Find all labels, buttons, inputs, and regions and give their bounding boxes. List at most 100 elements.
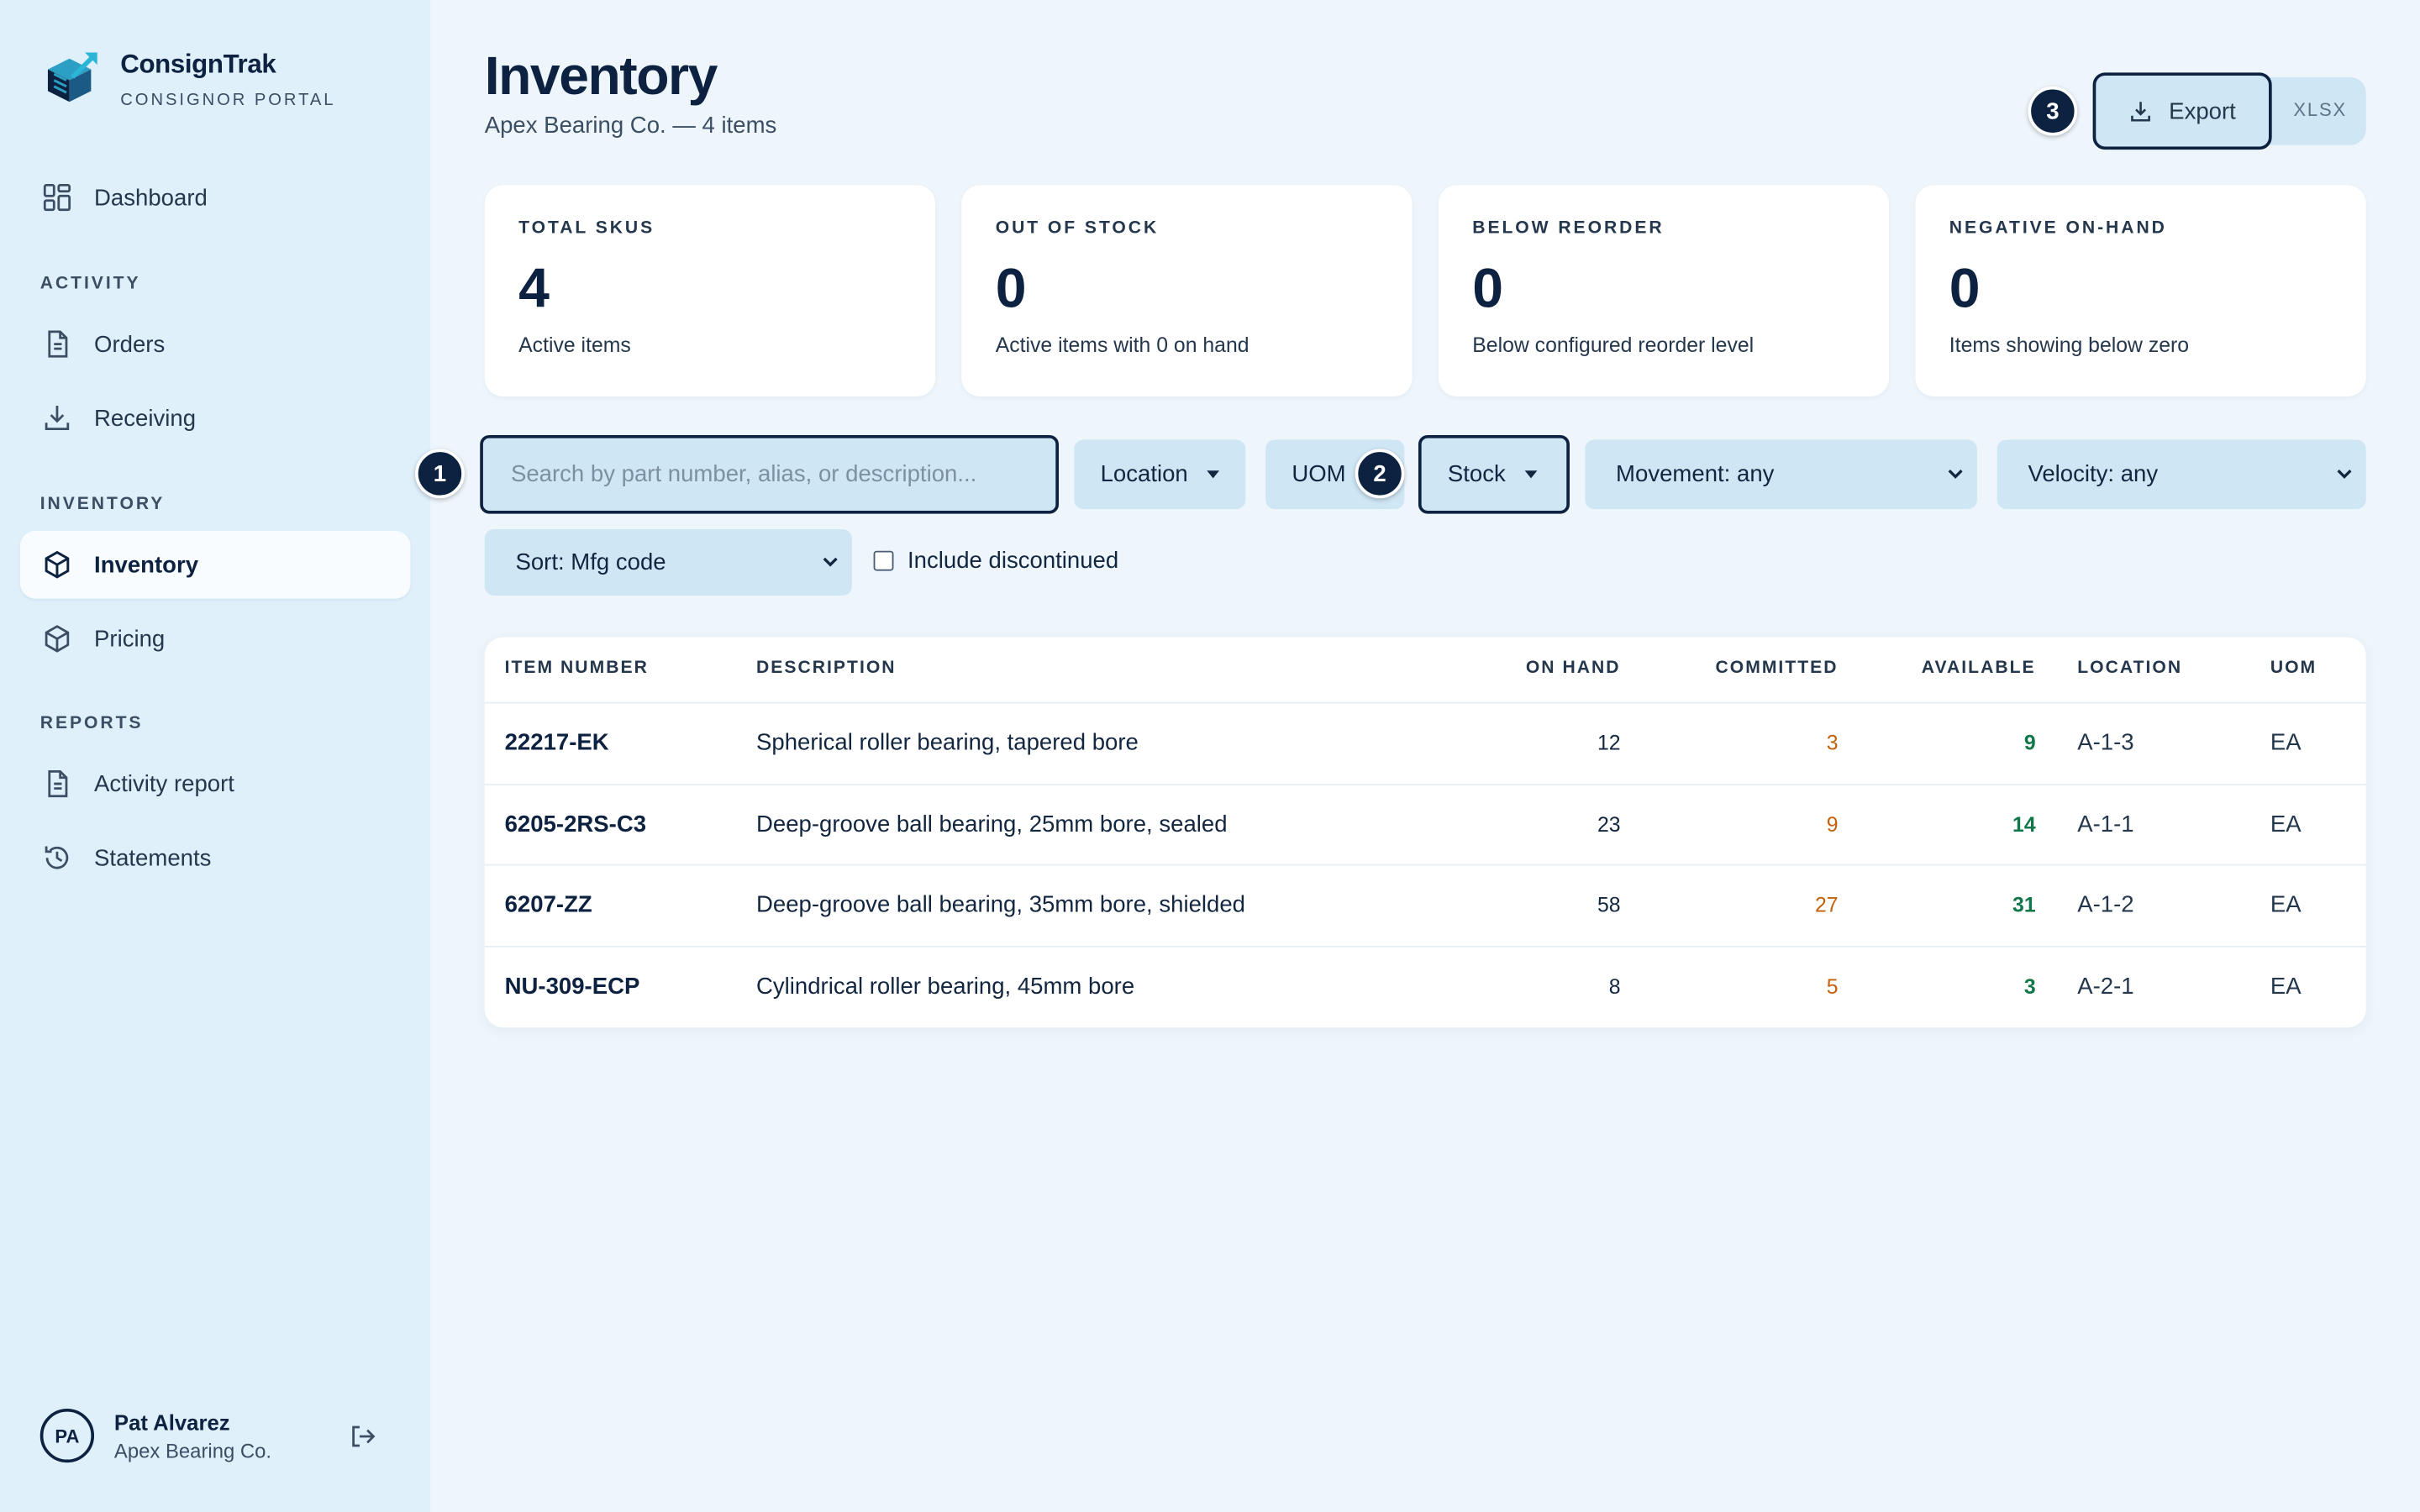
item-number[interactable]: 6207-ZZ	[504, 891, 592, 918]
uom-value: EA	[2270, 973, 2302, 1000]
on-hand-value: 12	[1597, 731, 1621, 755]
brand-subtitle: CONSIGNOR PORTAL	[120, 91, 336, 110]
inventory-table: ITEM NUMBER DESCRIPTION ON HAND COMMITTE…	[484, 637, 2366, 1028]
column-header-available[interactable]: AVAILABLE	[1921, 659, 2036, 678]
caret-down-icon	[1206, 470, 1219, 479]
include-discontinued-label[interactable]: Include discontinued	[908, 548, 1119, 575]
summary-card-negative-on-hand: NEGATIVE ON-HAND 0 Items showing below z…	[1915, 185, 2366, 397]
column-header-item-number[interactable]: ITEM NUMBER	[504, 659, 649, 678]
column-header-committed[interactable]: COMMITTED	[1715, 659, 1839, 678]
sidebar-item-orders[interactable]: Orders	[20, 310, 411, 378]
sidebar-item-receiving[interactable]: Receiving	[20, 384, 411, 452]
location-filter[interactable]: Location	[1074, 439, 1246, 510]
uom-value: EA	[2270, 811, 2302, 837]
summary-card-below-reorder: BELOW REORDER 0 Below configured reorder…	[1438, 185, 1890, 397]
sidebar-item-label: Dashboard	[94, 184, 208, 211]
location-value: A-1-3	[2077, 729, 2134, 757]
summary-card-out-of-stock: OUT OF STOCK 0 Active items with 0 on ha…	[961, 185, 1413, 397]
caret-down-icon	[1523, 470, 1537, 479]
user-org: Apex Bearing Co.	[113, 1438, 272, 1462]
committed-value: 9	[1826, 812, 1839, 836]
on-hand-value: 23	[1597, 812, 1621, 836]
page-title: Inventory	[484, 46, 718, 107]
on-hand-value: 58	[1597, 893, 1621, 917]
item-description: Deep-groove ball bearing, 25mm bore, sea…	[756, 811, 1228, 837]
card-label: NEGATIVE ON-HAND	[1949, 218, 2167, 238]
column-header-description[interactable]: DESCRIPTION	[756, 659, 897, 678]
committed-value: 5	[1826, 974, 1839, 998]
velocity-select[interactable]: Velocity: any	[1996, 439, 2366, 510]
brand[interactable]: ConsignTrak CONSIGNOR PORTAL	[42, 49, 336, 110]
box-icon	[45, 550, 70, 579]
table-row[interactable]: 6205-2RS-C3 Deep-groove ball bearing, 25…	[484, 783, 2366, 864]
search-input[interactable]	[480, 434, 1060, 514]
sidebar-item-label: Orders	[94, 330, 166, 358]
include-discontinued-checkbox[interactable]	[873, 550, 894, 571]
sort-select-value: Sort: Mfg code	[515, 549, 666, 576]
available-value: 3	[2023, 974, 2036, 998]
card-description: Active items	[518, 333, 631, 357]
sidebar: ConsignTrak CONSIGNOR PORTAL Dashboard A…	[0, 0, 431, 1512]
item-number[interactable]: 6205-2RS-C3	[504, 811, 647, 837]
stock-filter[interactable]: Stock	[1418, 434, 1570, 514]
page-subtitle: Apex Bearing Co. — 4 items	[484, 113, 777, 139]
card-label: OUT OF STOCK	[995, 218, 1160, 238]
sort-select[interactable]: Sort: Mfg code	[484, 529, 852, 596]
item-number[interactable]: 22217-EK	[504, 729, 609, 757]
export-format-xlsx[interactable]: XLSX	[2293, 98, 2348, 121]
sidebar-item-activity-report[interactable]: Activity report	[20, 750, 411, 818]
sidebar-item-pricing[interactable]: Pricing	[20, 605, 411, 673]
card-value: 0	[1472, 255, 1504, 320]
nav-section-inventory: INVENTORY	[39, 495, 166, 514]
card-label: BELOW REORDER	[1472, 218, 1665, 238]
card-description: Items showing below zero	[1949, 333, 2190, 357]
card-description: Below configured reorder level	[1472, 333, 1754, 357]
column-header-location[interactable]: LOCATION	[2077, 659, 2183, 678]
sidebar-item-label: Statements	[94, 844, 212, 871]
available-value: 14	[2012, 812, 2036, 836]
card-description: Active items with 0 on hand	[995, 333, 1249, 357]
step-badge-3: 3	[2028, 86, 2078, 136]
sidebar-item-dashboard[interactable]: Dashboard	[20, 164, 411, 232]
user-profile: PA Pat Alvarez Apex Bearing Co.	[39, 1408, 395, 1463]
item-description: Cylindrical roller bearing, 45mm bore	[756, 973, 1135, 1000]
document-icon	[48, 769, 68, 798]
nav-section-activity: ACTIVITY	[39, 274, 141, 293]
sidebar-item-inventory[interactable]: Inventory	[19, 530, 411, 599]
sidebar-item-label: Pricing	[94, 625, 166, 653]
nav-section-reports: REPORTS	[39, 714, 144, 733]
movement-select-value: Movement: any	[1616, 461, 1775, 488]
location-value: A-1-1	[2077, 811, 2134, 837]
movement-select[interactable]: Movement: any	[1585, 439, 1977, 510]
uom-value: EA	[2270, 729, 2302, 757]
logout-icon[interactable]	[349, 1422, 376, 1450]
card-label: TOTAL SKUS	[518, 218, 655, 238]
step-badge-2: 2	[1355, 449, 1405, 499]
table-row[interactable]: 22217-EK Spherical roller bearing, taper…	[484, 701, 2366, 783]
step-badge-1: 1	[415, 449, 465, 499]
location-value: A-2-1	[2077, 973, 2134, 1000]
table-row[interactable]: 6207-ZZ Deep-groove ball bearing, 35mm b…	[484, 864, 2366, 945]
column-header-on-hand[interactable]: ON HAND	[1525, 659, 1621, 678]
download-icon	[45, 406, 70, 430]
sidebar-item-label: Receiving	[94, 405, 197, 432]
item-description: Spherical roller bearing, tapered bore	[756, 729, 1139, 757]
velocity-select-value: Velocity: any	[2028, 461, 2159, 488]
uom-value: EA	[2270, 891, 2302, 918]
available-value: 31	[2012, 893, 2036, 917]
item-number[interactable]: NU-309-ECP	[504, 973, 640, 1000]
export-button[interactable]: Export	[2092, 72, 2272, 150]
box-icon	[45, 625, 70, 653]
column-header-uom[interactable]: UOM	[2270, 659, 2317, 678]
card-value: 0	[995, 255, 1027, 320]
item-description: Deep-groove ball bearing, 35mm bore, shi…	[756, 891, 1245, 918]
table-row[interactable]: NU-309-ECP Cylindrical roller bearing, 4…	[484, 945, 2366, 1026]
consigntrak-logo-icon	[47, 52, 97, 102]
download-icon	[2131, 102, 2151, 122]
card-value: 0	[1949, 255, 1981, 320]
sidebar-item-statements[interactable]: Statements	[20, 824, 411, 892]
brand-name: ConsignTrak	[120, 49, 276, 79]
location-filter-label: Location	[1100, 461, 1188, 488]
card-value: 4	[518, 255, 550, 320]
